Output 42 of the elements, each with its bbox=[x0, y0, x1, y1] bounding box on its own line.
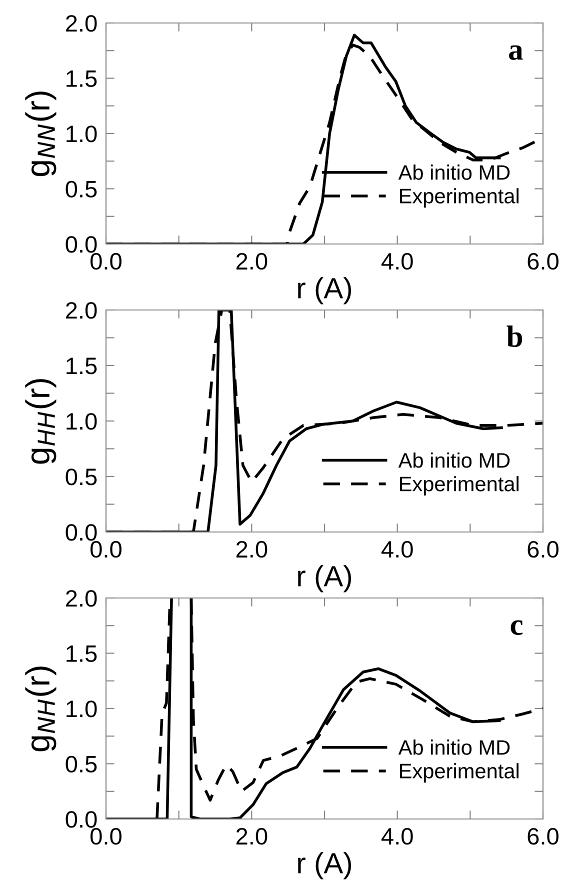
x-tick-label: 6.0 bbox=[528, 828, 558, 845]
y-tick-label: 2.0 bbox=[66, 15, 97, 32]
x-axis-title: r (A) bbox=[298, 277, 352, 304]
annotation: a bbox=[509, 45, 523, 60]
y-tick-label: 0.0 bbox=[66, 524, 97, 541]
x-tick-label: 0.0 bbox=[90, 540, 122, 558]
y-tick-label: 0.0 bbox=[66, 236, 97, 253]
legend-label: Experimental bbox=[400, 188, 518, 208]
x-tick-label: 4.0 bbox=[381, 540, 413, 558]
y-tick-label: 1.5 bbox=[66, 646, 97, 662]
legend-label: Ab initio MD bbox=[398, 452, 510, 468]
x-axis-title: r (A) bbox=[298, 565, 352, 592]
y-tick-label: 1.0 bbox=[66, 413, 97, 430]
y-axis-title: g$_{HH}$(r) bbox=[25, 379, 56, 464]
x-tick-label: 2.0 bbox=[236, 540, 268, 558]
y-tick-label: 0.5 bbox=[66, 756, 97, 773]
y-tick-label: 2.0 bbox=[66, 302, 97, 319]
annotation: b bbox=[506, 326, 522, 348]
y-tick-label: 1.5 bbox=[66, 70, 97, 88]
legend-label: Ab initio MD bbox=[398, 164, 510, 180]
x-tick-label: 2.0 bbox=[236, 828, 268, 845]
annotation: c bbox=[510, 620, 523, 635]
x-axis-title: r (A) bbox=[298, 852, 352, 880]
x-tick-label: 4.0 bbox=[381, 828, 413, 845]
x-tick-label: 6.0 bbox=[528, 252, 558, 270]
y-tick-label: 2.0 bbox=[66, 590, 97, 607]
legend-label: Experimental bbox=[400, 476, 518, 496]
y-tick-label: 1.5 bbox=[66, 358, 97, 374]
y-tick-label: 1.0 bbox=[66, 126, 97, 142]
x-tick-label: 4.0 bbox=[381, 252, 413, 270]
x-tick-label: 2.0 bbox=[236, 252, 268, 270]
y-tick-label: 0.5 bbox=[66, 468, 97, 486]
y-axis-title: g$_{NN}$(r) bbox=[25, 92, 56, 176]
legend-label: Ab initio MD bbox=[398, 740, 510, 755]
legend-label: Experimental bbox=[400, 763, 518, 783]
x-tick-label: 0.0 bbox=[90, 252, 122, 270]
y-tick-label: 0.0 bbox=[66, 811, 97, 828]
y-tick-label: 1.0 bbox=[66, 700, 97, 718]
x-tick-label: 6.0 bbox=[528, 540, 558, 558]
y-axis-title: g$_{NH}$(r) bbox=[25, 666, 56, 752]
y-tick-label: 0.5 bbox=[66, 180, 97, 198]
x-tick-label: 0.0 bbox=[90, 828, 122, 845]
